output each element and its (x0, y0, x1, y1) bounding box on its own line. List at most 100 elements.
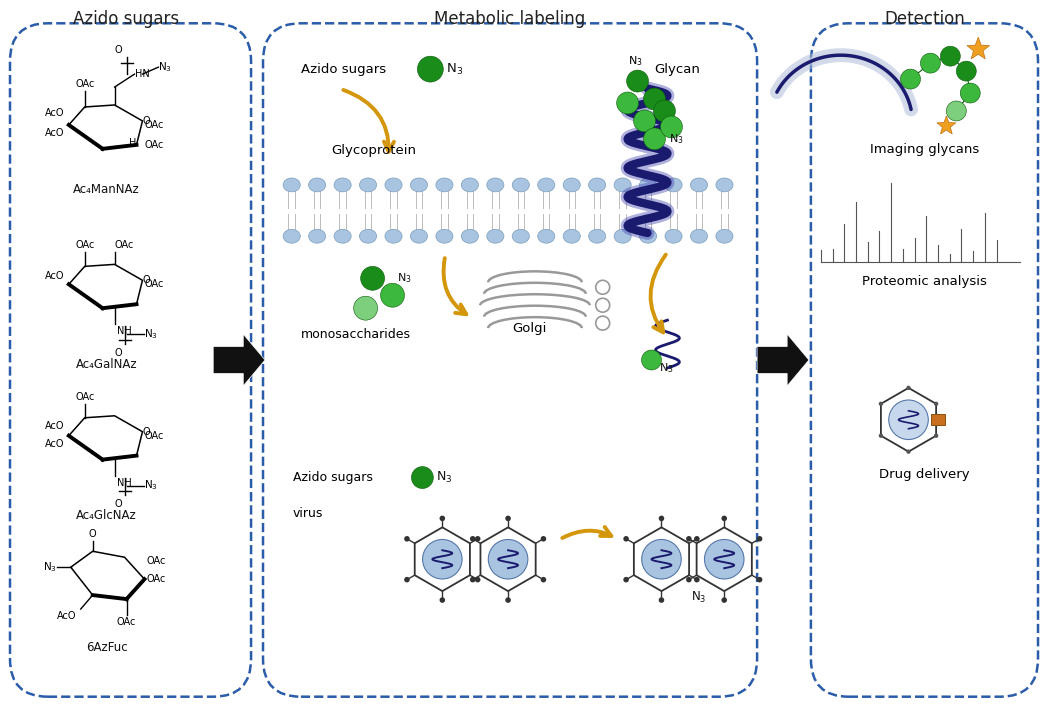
Circle shape (644, 88, 666, 110)
Text: OAc: OAc (145, 279, 164, 289)
Circle shape (757, 577, 762, 582)
Ellipse shape (716, 229, 733, 243)
Circle shape (422, 539, 462, 579)
Ellipse shape (436, 229, 453, 243)
Text: OAc: OAc (145, 431, 164, 441)
Polygon shape (967, 37, 989, 59)
Polygon shape (68, 105, 143, 149)
Ellipse shape (436, 178, 453, 192)
Ellipse shape (691, 229, 708, 243)
Circle shape (879, 433, 883, 438)
Ellipse shape (309, 178, 326, 192)
Ellipse shape (639, 178, 656, 192)
Text: N$_3$: N$_3$ (628, 54, 643, 68)
Circle shape (624, 536, 629, 541)
Circle shape (941, 46, 961, 66)
Text: O: O (114, 500, 123, 510)
Text: Glycan: Glycan (654, 63, 700, 76)
Circle shape (721, 516, 727, 521)
Polygon shape (68, 264, 143, 308)
Circle shape (412, 467, 434, 488)
Circle shape (633, 110, 655, 132)
Polygon shape (634, 527, 689, 591)
FancyArrowPatch shape (443, 258, 466, 314)
Circle shape (505, 598, 511, 603)
Text: OAc: OAc (146, 574, 166, 584)
Ellipse shape (334, 229, 351, 243)
Ellipse shape (589, 229, 606, 243)
Text: Azido sugars: Azido sugars (74, 10, 180, 28)
Circle shape (660, 116, 683, 138)
Text: monosaccharides: monosaccharides (301, 328, 411, 341)
Text: OAc: OAc (145, 140, 164, 150)
Circle shape (686, 577, 692, 582)
Text: Imaging glycans: Imaging glycans (869, 143, 979, 156)
Text: 6AzFuc: 6AzFuc (86, 641, 127, 654)
Text: AcO: AcO (45, 420, 65, 431)
Text: OAc: OAc (75, 392, 94, 402)
Ellipse shape (538, 229, 554, 243)
Text: N$_3$: N$_3$ (43, 560, 57, 574)
Text: Proteomic analysis: Proteomic analysis (862, 275, 987, 288)
Text: AcO: AcO (45, 128, 65, 138)
Text: N$_3$: N$_3$ (446, 62, 463, 76)
Circle shape (624, 577, 629, 582)
Circle shape (440, 516, 445, 521)
Text: NH: NH (117, 326, 131, 336)
Circle shape (475, 577, 481, 582)
Circle shape (653, 100, 675, 122)
Ellipse shape (614, 229, 631, 243)
Ellipse shape (284, 229, 300, 243)
Circle shape (946, 101, 966, 121)
Circle shape (488, 539, 528, 579)
Circle shape (694, 536, 699, 541)
Text: N$_3$: N$_3$ (145, 479, 159, 492)
FancyArrowPatch shape (343, 90, 394, 152)
Circle shape (440, 598, 445, 603)
Text: AcO: AcO (45, 438, 65, 449)
Text: OAc: OAc (114, 240, 134, 251)
Ellipse shape (385, 178, 402, 192)
Text: N$_3$: N$_3$ (670, 132, 685, 145)
Text: Detection: Detection (884, 10, 965, 28)
Ellipse shape (614, 178, 631, 192)
Text: OAc: OAc (146, 557, 166, 566)
Circle shape (644, 128, 666, 150)
Text: N$_3$: N$_3$ (691, 590, 707, 605)
Ellipse shape (487, 178, 504, 192)
Text: Glycoprotein: Glycoprotein (331, 144, 416, 157)
Circle shape (360, 266, 384, 290)
Circle shape (888, 400, 928, 439)
Circle shape (418, 56, 443, 82)
Circle shape (694, 577, 699, 582)
Circle shape (470, 577, 476, 582)
Circle shape (541, 577, 546, 582)
Circle shape (616, 92, 638, 114)
Text: O: O (143, 427, 150, 437)
Text: OAc: OAc (75, 79, 94, 89)
Circle shape (354, 296, 378, 320)
Ellipse shape (563, 178, 581, 192)
Text: NH: NH (117, 477, 131, 487)
Text: virus: virus (293, 507, 323, 520)
Circle shape (879, 402, 883, 406)
Ellipse shape (512, 229, 529, 243)
Polygon shape (696, 527, 752, 591)
Ellipse shape (334, 178, 351, 192)
Ellipse shape (665, 178, 682, 192)
Ellipse shape (665, 229, 682, 243)
Text: AcO: AcO (45, 108, 65, 118)
Text: N$_3$: N$_3$ (145, 327, 159, 341)
Text: O: O (114, 45, 123, 55)
Text: Ac₄GalNAz: Ac₄GalNAz (76, 358, 138, 371)
Circle shape (541, 536, 546, 541)
Ellipse shape (309, 229, 326, 243)
Text: N$_3$: N$_3$ (398, 271, 413, 285)
Text: O: O (114, 348, 123, 358)
Text: OAc: OAc (75, 240, 94, 251)
Circle shape (906, 449, 910, 454)
Text: Ac₄ManNAz: Ac₄ManNAz (74, 183, 140, 196)
Ellipse shape (639, 229, 656, 243)
Polygon shape (70, 552, 145, 599)
Ellipse shape (716, 178, 733, 192)
